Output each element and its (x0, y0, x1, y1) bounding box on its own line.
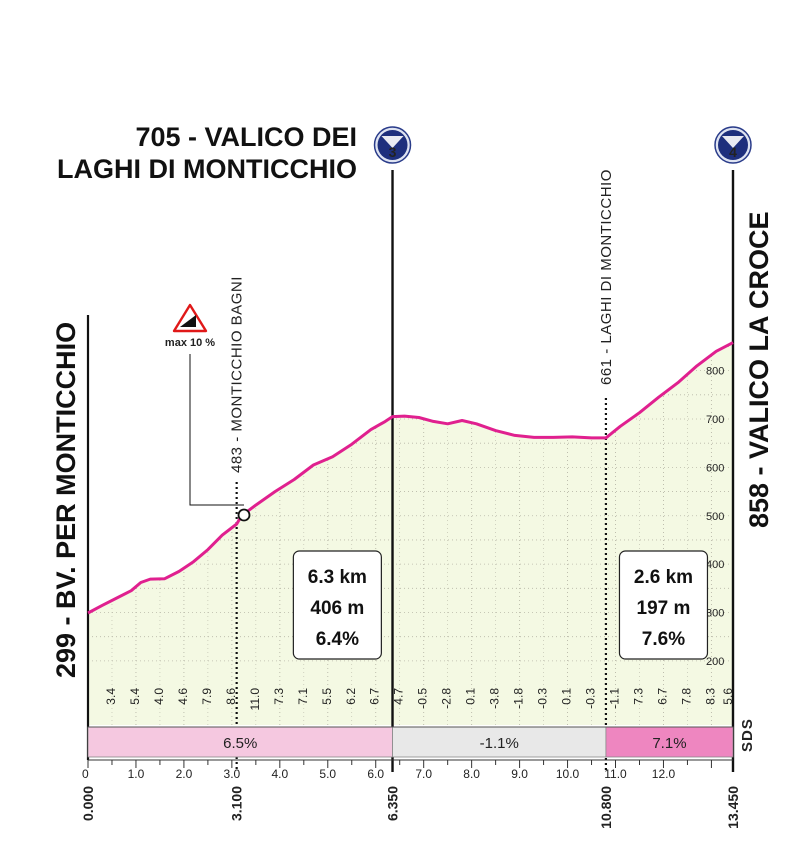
km-tick-label: 3.0 (224, 767, 241, 781)
stats-boxes-layer: 6.3 km 406 m 6.4% 2.6 km 197 m 7.6% (292, 550, 709, 660)
labels-layer: 3.4 5.4 4.0 4.6 7.9 8.6 11.0 7.3 7.1 5.5 6.2 6.7 4.7… (51, 122, 774, 710)
gradient-label: 0.1 (464, 688, 478, 705)
gradient-label: 7.1 (296, 688, 310, 705)
gradient-label: 5.6 (721, 688, 735, 705)
gradient-segment (605, 726, 734, 758)
max-gradient-point (237, 508, 251, 522)
stats-box-line: 6.4% (316, 629, 359, 650)
gradient-label: -3.8 (488, 688, 502, 709)
finish-label: 858 - VALICO LA CROCE (744, 211, 774, 528)
key-km-label: 6.350 (385, 786, 401, 821)
key-km-label: 0.000 (80, 786, 96, 821)
intermediate-point-label: 483 - MONTICCHIO BAGNI (229, 276, 246, 473)
gradient-segment (87, 726, 393, 758)
km-marker-icon: 4 (714, 126, 752, 164)
gradient-label: -2.8 (440, 688, 454, 709)
gradient-label: 4.6 (176, 688, 190, 705)
gradient-label: -0.3 (536, 688, 550, 709)
gradient-label: 5.5 (320, 688, 334, 705)
gradient-segment-label: -1.1% (480, 735, 519, 752)
gradient-label: 4.0 (152, 688, 166, 705)
gradient-label: 8.6 (224, 688, 238, 705)
gradient-label: 7.9 (200, 688, 214, 705)
gradient-label: 4.7 (392, 688, 406, 705)
gradient-label: 6.2 (344, 688, 358, 705)
profile-area-layer (88, 342, 733, 725)
start-label: 299 - BV. PER MONTICCHIO (51, 322, 81, 678)
km-tick-label: 2.0 (176, 767, 193, 781)
profile-line (87, 341, 734, 615)
profile-area (88, 342, 733, 725)
marker-number: 4 (729, 144, 737, 160)
y-tick-label: 400 (706, 559, 724, 571)
stats-box-line: 197 m (637, 598, 691, 619)
km-tick-label: 8.0 (463, 767, 480, 781)
gradient-segment (392, 726, 607, 758)
climb-stats-box: 6.3 km 406 m 6.4% (292, 550, 382, 660)
gradient-label: 11.0 (248, 688, 262, 711)
gradient-label: 0.1 (560, 688, 574, 705)
km-tick-label: 12.0 (652, 767, 676, 781)
stats-box-line: 6.3 km (308, 567, 367, 588)
summit-label-line-1: 705 - VALICO DEI (135, 122, 357, 152)
gradient-label: -0.5 (416, 688, 430, 709)
stats-box-line: 2.6 km (634, 567, 693, 588)
km-tick-label: 1.0 (128, 767, 145, 781)
climb-stats-box: 2.6 km 197 m 7.6% (618, 550, 709, 660)
intermediate-point-label: 661 - LAGHI DI MONTICCHIO (598, 169, 615, 385)
km-tick-label: 9.0 (511, 767, 528, 781)
gradient-label: 5.4 (128, 688, 142, 705)
y-tick-label: 500 (706, 511, 724, 523)
key-km-label: 3.100 (229, 786, 245, 821)
gradient-label: 7.3 (272, 688, 286, 705)
bottom-axis-layer: 6.5% -1.1% 7.1% 0 1.0 2.0 3.0 4.0 5.0 6.0 7.0 8.0 9.… (80, 718, 756, 829)
gradient-label: 6.7 (368, 688, 382, 705)
y-tick-label: 700 (706, 414, 724, 426)
stats-box-line: 406 m (310, 598, 364, 619)
y-tick-label: 600 (706, 462, 724, 474)
key-km-label: 13.450 (725, 786, 741, 829)
km-tick-label: 4.0 (271, 767, 288, 781)
gradient-label: 3.4 (104, 688, 118, 705)
gradient-segment-label: 6.5% (223, 735, 257, 752)
gradient-label: 7.3 (631, 688, 645, 705)
steep-warning-icon (172, 303, 208, 333)
gradient-label: 8.3 (703, 688, 717, 705)
km-tick-label: 11.0 (604, 767, 627, 781)
gradient-label: -1.8 (512, 688, 526, 709)
km-tick-label: 10.0 (556, 767, 580, 781)
km-tick-label: 7.0 (415, 767, 432, 781)
intermediate-points-layer: max 10 % 483 - MONTICCHIO BAGNI 661 - LAGH… (165, 169, 615, 522)
profile-line-layer (86, 170, 735, 772)
y-tick-label: 200 (706, 656, 724, 668)
stats-box-line: 7.6% (642, 629, 685, 650)
km-tick-label: 5.0 (319, 767, 336, 781)
gradient-segment-label: 7.1% (652, 735, 686, 752)
summit-label-line-2: LAGHI DI MONTICCHIO (57, 154, 357, 184)
marker-triangle (381, 136, 404, 148)
warning-triangle (172, 303, 208, 333)
warning-slope-glyph (180, 315, 196, 327)
gradient-label: -0.3 (584, 688, 598, 709)
y-tick-label: 300 (706, 608, 724, 620)
marker-number: 3 (389, 144, 397, 160)
stats-box-frame (618, 550, 709, 660)
y-tick-label: 800 (706, 366, 724, 378)
km-marker-icon: 3 (373, 126, 412, 164)
max-gradient-label: max 10 % (165, 337, 215, 349)
gradient-label: -1.1 (608, 688, 622, 709)
brand-logo: SDS (739, 718, 756, 752)
stats-box-frame (292, 550, 382, 660)
km-tick-label: 6.0 (367, 767, 384, 781)
key-km-label: 10.800 (598, 786, 614, 829)
max-gradient-leader-path (189, 354, 238, 506)
gradient-label: 7.8 (679, 688, 693, 705)
km-tick-label: 0 (82, 767, 89, 781)
marker-triangle (722, 136, 744, 148)
gradient-label: 6.7 (655, 688, 669, 705)
